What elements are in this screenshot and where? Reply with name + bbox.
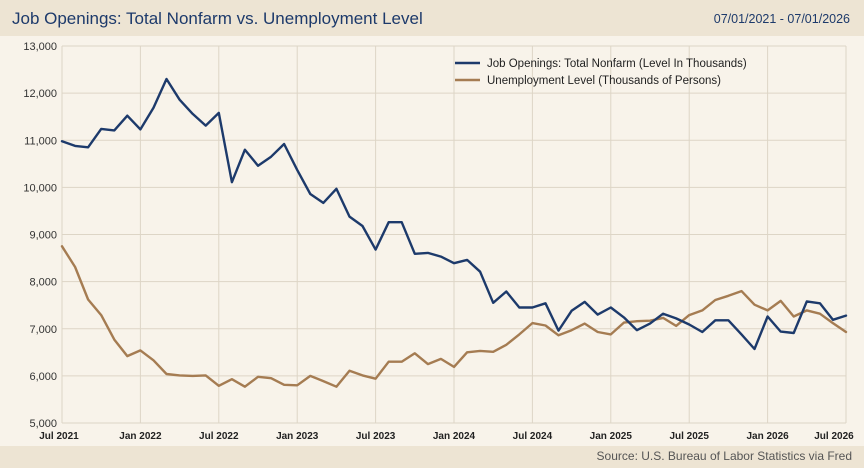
x-tick-label: Jan 2022 xyxy=(119,431,162,442)
y-tick-label: 10,000 xyxy=(23,182,57,194)
x-tick-label: Jan 2023 xyxy=(276,431,319,442)
y-tick-label: 11,000 xyxy=(24,135,57,147)
x-tick-label: Jan 2026 xyxy=(746,431,789,442)
chart-footer: Source: U.S. Bureau of Labor Statistics … xyxy=(0,446,864,468)
y-tick-label: 8,000 xyxy=(29,277,57,289)
series-lines xyxy=(60,77,848,388)
y-tick-label: 9,000 xyxy=(29,230,57,242)
legend-label-job-openings: Job Openings: Total Nonfarm (Level In Th… xyxy=(487,58,747,70)
x-tick-label: Jul 2025 xyxy=(669,431,709,442)
y-tick-label: 6,000 xyxy=(29,371,57,383)
y-tick-label: 7,000 xyxy=(29,324,57,336)
y-tick-label: 12,000 xyxy=(23,88,57,100)
x-axis-ticks: Jul 2021 Jan 2022 Jul 2022 Jan 2023 Jul 2023… xyxy=(39,431,854,442)
x-tick-label: Jul 2021 xyxy=(39,431,79,442)
x-tick-label: Jul 2024 xyxy=(513,431,553,442)
x-tick-label: Jul 2026 xyxy=(814,431,854,442)
grid-lines xyxy=(61,45,847,424)
source-note: Source: U.S. Bureau of Labor Statistics … xyxy=(596,449,852,463)
x-tick-label: Jan 2024 xyxy=(433,431,476,442)
legend-label-unemployment: Unemployment Level (Thousands of Persons… xyxy=(487,75,721,87)
x-tick-label: Jan 2025 xyxy=(590,431,633,442)
line-chart: 5,000 6,000 7,000 8,000 9,000 10,000 11,000 12,… xyxy=(23,41,854,442)
chart-title: Job Openings: Total Nonfarm vs. Unemploy… xyxy=(12,9,423,28)
series-line-unemployment xyxy=(60,245,848,388)
series-line-job-openings xyxy=(60,77,848,351)
date-range: 07/01/2021 - 07/01/2026 xyxy=(713,12,850,26)
y-tick-label: 13,000 xyxy=(23,41,57,53)
legend: Job Openings: Total Nonfarm (Level In Th… xyxy=(455,58,747,87)
y-tick-label: 5,000 xyxy=(29,418,57,430)
chart-header: Job Openings: Total Nonfarm vs. Unemploy… xyxy=(0,0,864,36)
x-tick-label: Jul 2023 xyxy=(356,431,396,442)
x-tick-label: Jul 2022 xyxy=(199,431,239,442)
y-axis-ticks: 5,000 6,000 7,000 8,000 9,000 10,000 11,000 12,… xyxy=(23,41,57,430)
